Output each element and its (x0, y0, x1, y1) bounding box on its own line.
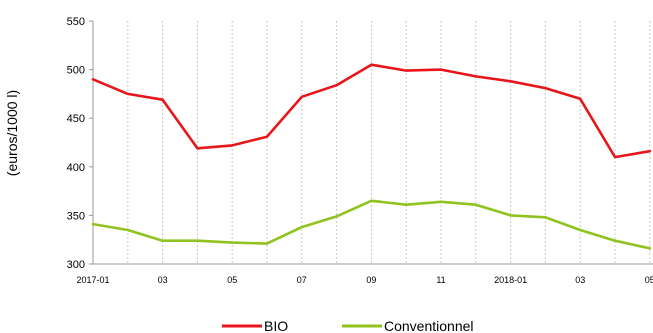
y-tick-label: 500 (67, 65, 85, 77)
y-axis-label: (euros/1000 l) (4, 90, 20, 176)
x-tick-label: 03 (575, 275, 585, 285)
y-tick-labels: 300 350 400 450 500 550 (67, 16, 85, 271)
y-tick-label: 550 (67, 16, 85, 28)
x-tick-label: 2018-01 (494, 275, 527, 285)
x-tick-label: 09 (366, 275, 376, 285)
x-tick-labels: 2017-01 03 05 07 09 11 2018-01 03 05 (76, 275, 653, 285)
legend: BIO Conventionnel (222, 318, 474, 333)
series-line-conventionnel (91, 199, 652, 250)
y-tick-label: 350 (67, 210, 85, 222)
y-tick-label: 400 (67, 162, 85, 174)
series-lines (91, 63, 652, 250)
grid-lines (127, 21, 651, 264)
legend-label: BIO (264, 318, 288, 333)
x-tick-label: 05 (645, 275, 653, 285)
y-tick-label: 450 (67, 113, 85, 125)
x-tick-label: 05 (227, 275, 237, 285)
x-tick-label: 11 (436, 275, 445, 285)
x-tick-label: 03 (158, 275, 168, 285)
x-tick-label: 07 (297, 275, 307, 285)
series-line-bio (91, 63, 652, 159)
x-tick-label: 2017-01 (76, 275, 109, 285)
legend-label: Conventionnel (384, 318, 474, 333)
y-tick-label: 300 (67, 259, 85, 271)
